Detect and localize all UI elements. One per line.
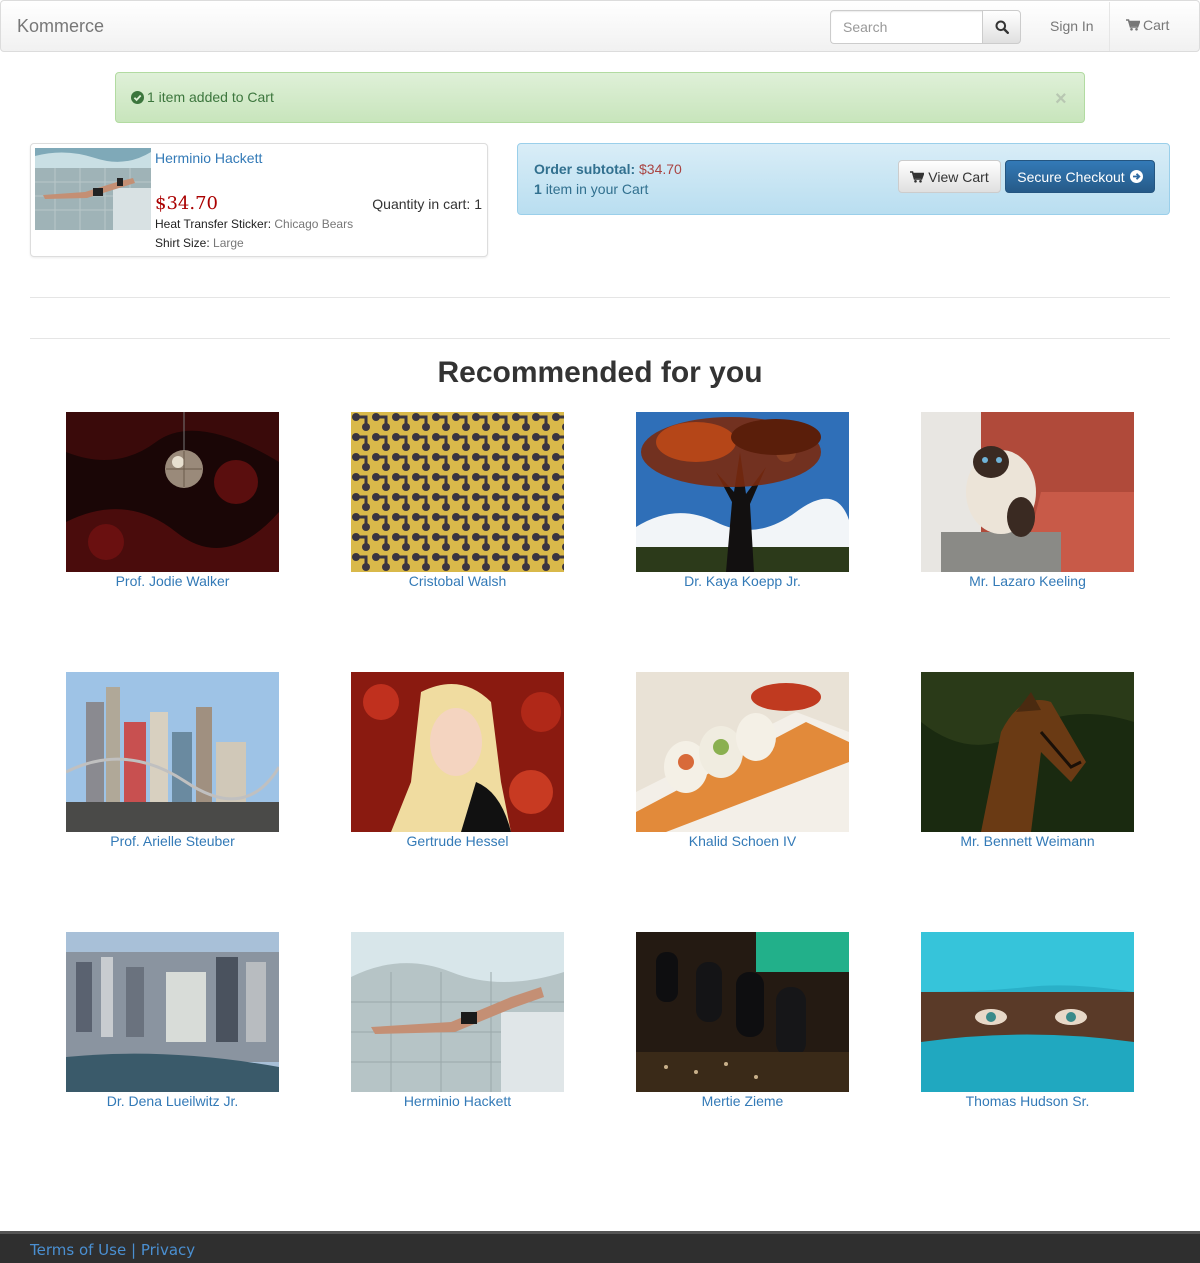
cart-item-card: Herminio Hackett $34.70 Quantity in cart… [30, 143, 488, 257]
product-name-link[interactable]: Dr. Kaya Koepp Jr. [684, 573, 801, 589]
product-image[interactable] [921, 672, 1134, 832]
product-tile: Dr. Dena Lueilwitz Jr. [66, 932, 279, 1109]
search-input[interactable] [830, 10, 983, 44]
product-name-link[interactable]: Gertrude Hessel [406, 833, 509, 849]
cart-item-option: Shirt Size: Large [155, 236, 244, 250]
search-icon [995, 20, 1009, 34]
product-tile: Prof. Arielle Steuber [66, 672, 279, 849]
order-summary: Order subtotal: $34.70 1 item in your Ca… [517, 143, 1170, 215]
alert-message: 1 item added to Cart [147, 89, 274, 105]
cart-icon [910, 170, 925, 183]
option-label: Shirt Size: [155, 236, 210, 250]
cart-icon [1126, 19, 1140, 31]
cart-item-price: $34.70 [155, 193, 218, 214]
option-label: Heat Transfer Sticker: [155, 217, 272, 231]
product-name-link[interactable]: Prof. Arielle Steuber [110, 833, 235, 849]
product-name-link[interactable]: Mr. Bennett Weimann [960, 833, 1095, 849]
cart-count: 1 item in your Cart [534, 181, 648, 197]
product-name-link[interactable]: Mertie Zieme [701, 1093, 784, 1109]
product-name-link[interactable]: Prof. Jodie Walker [115, 573, 230, 589]
search-form [830, 10, 1021, 44]
cart-item-name[interactable]: Herminio Hackett [155, 150, 263, 166]
arrow-circle-right-icon [1129, 170, 1143, 183]
view-cart-button[interactable]: View Cart [898, 160, 1001, 193]
product-tile: Herminio Hackett [351, 932, 564, 1109]
product-image[interactable] [66, 412, 279, 572]
product-tile: Mr. Lazaro Keeling [921, 412, 1134, 589]
product-tile: Mr. Bennett Weimann [921, 672, 1134, 849]
product-tile: Prof. Jodie Walker [66, 412, 279, 589]
cart-item-quantity: Quantity in cart: 1 [372, 196, 482, 212]
product-tile: Gertrude Hessel [351, 672, 564, 849]
option-value: Chicago Bears [274, 217, 354, 231]
product-name-link[interactable]: Cristobal Walsh [408, 573, 507, 589]
subtotal-value: $34.70 [639, 161, 682, 177]
cart-count-text: item in your Cart [545, 181, 649, 197]
nav-divider [1109, 2, 1110, 51]
subtotal-label: Order subtotal: [534, 161, 636, 177]
option-value: Large [213, 236, 244, 250]
check-circle-icon [131, 91, 144, 104]
cart-item-option: Heat Transfer Sticker: Chicago Bears [155, 217, 353, 231]
cart-count-number: 1 [534, 181, 542, 197]
recommended-heading: Recommended for you [437, 356, 763, 389]
product-image[interactable] [66, 672, 279, 832]
product-image[interactable] [636, 672, 849, 832]
product-image[interactable] [351, 412, 564, 572]
footer-separator: | [130, 1241, 137, 1259]
product-name-link[interactable]: Herminio Hackett [403, 1093, 512, 1109]
footer-links: Terms of Use | Privacy [30, 1241, 195, 1259]
checkout-label: Secure Checkout [1017, 168, 1125, 185]
divider [30, 297, 1170, 298]
product-image[interactable] [351, 932, 564, 1092]
product-image[interactable] [921, 412, 1134, 572]
product-image[interactable] [636, 932, 849, 1092]
product-image[interactable] [351, 672, 564, 832]
view-cart-label: View Cart [928, 168, 989, 185]
product-image[interactable] [636, 412, 849, 572]
product-name-link[interactable]: Khalid Schoen IV [688, 833, 797, 849]
product-tile: Khalid Schoen IV [636, 672, 849, 849]
close-icon[interactable]: × [1055, 88, 1067, 110]
order-subtotal: Order subtotal: $34.70 [534, 161, 682, 177]
product-tile: Cristobal Walsh [351, 412, 564, 589]
product-tile: Mertie Zieme [636, 932, 849, 1109]
product-name-link[interactable]: Thomas Hudson Sr. [965, 1093, 1090, 1109]
cart-link[interactable]: Cart [1126, 17, 1169, 33]
cart-link-label: Cart [1143, 17, 1170, 33]
product-tile: Thomas Hudson Sr. [921, 932, 1134, 1109]
navbar: Kommerce Sign In Cart [0, 0, 1200, 52]
success-alert: 1 item added to Cart [115, 72, 1085, 123]
product-tile: Dr. Kaya Koepp Jr. [636, 412, 849, 589]
privacy-link[interactable]: Privacy [140, 1241, 196, 1259]
terms-of-use-link[interactable]: Terms of Use [30, 1241, 127, 1259]
search-button[interactable] [982, 10, 1021, 44]
product-name-link[interactable]: Dr. Dena Lueilwitz Jr. [106, 1093, 239, 1109]
secure-checkout-button[interactable]: Secure Checkout [1005, 160, 1155, 193]
product-image[interactable] [921, 932, 1134, 1092]
product-image[interactable] [66, 932, 279, 1092]
divider [30, 338, 1170, 339]
footer: Terms of Use | Privacy [0, 1231, 1200, 1263]
sign-in-link[interactable]: Sign In [1050, 18, 1094, 34]
cart-item-thumbnail[interactable] [35, 148, 151, 230]
product-name-link[interactable]: Mr. Lazaro Keeling [969, 573, 1086, 589]
brand-logo[interactable]: Kommerce [17, 16, 105, 36]
